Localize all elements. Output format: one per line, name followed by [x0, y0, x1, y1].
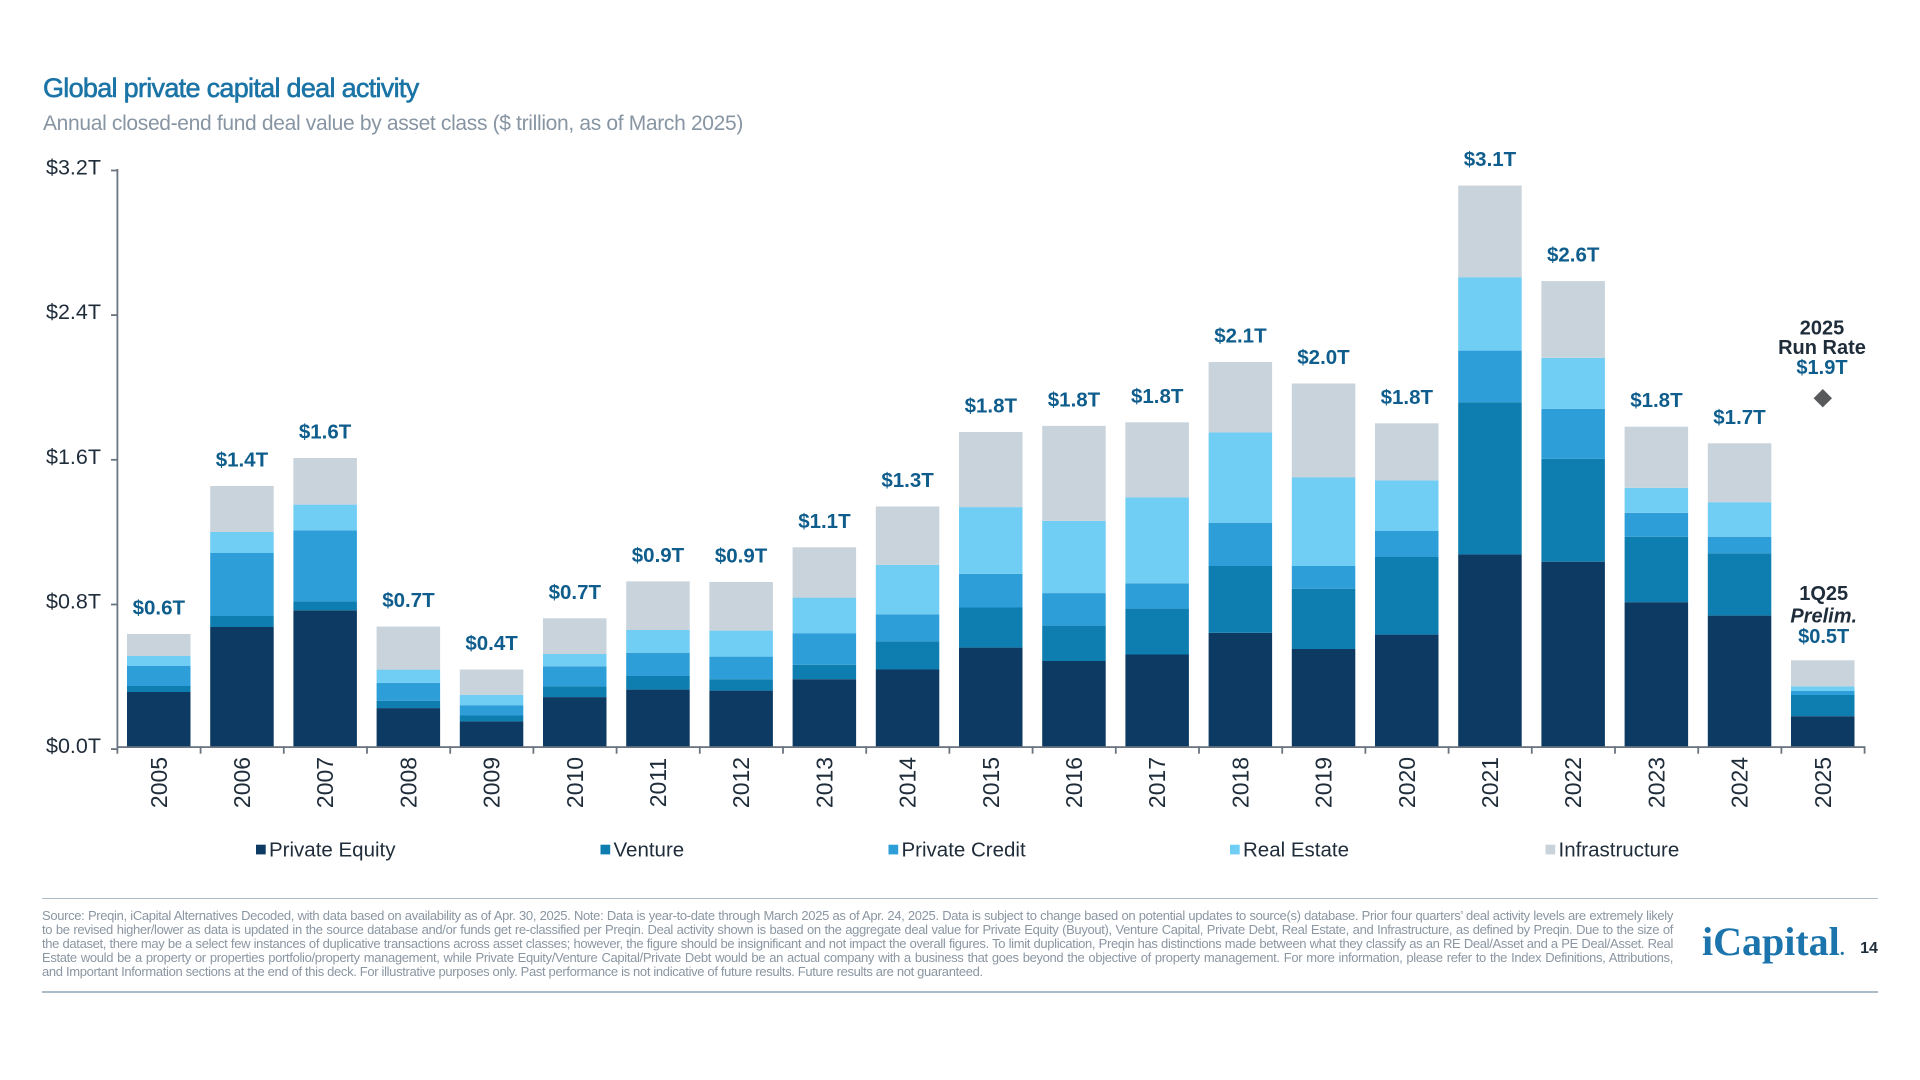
- svg-text:2012: 2012: [728, 757, 754, 808]
- svg-text:2005: 2005: [146, 757, 172, 808]
- svg-text:2025: 2025: [1810, 757, 1836, 808]
- svg-text:2010: 2010: [562, 757, 588, 808]
- svg-text:2008: 2008: [395, 757, 421, 808]
- svg-text:$1.8T: $1.8T: [965, 395, 1018, 418]
- svg-text:$1.1T: $1.1T: [798, 510, 851, 533]
- svg-text:$2.1T: $2.1T: [1214, 325, 1267, 348]
- svg-text:$0.9T: $0.9T: [632, 544, 685, 567]
- svg-text:2015: 2015: [978, 757, 1004, 808]
- svg-text:Infrastructure: Infrastructure: [1559, 839, 1680, 862]
- svg-text:2007: 2007: [312, 757, 338, 808]
- svg-text:2025: 2025: [1800, 318, 1845, 340]
- svg-text:2013: 2013: [811, 757, 837, 808]
- svg-text:2024: 2024: [1727, 757, 1753, 808]
- svg-text:2018: 2018: [1227, 757, 1253, 808]
- svg-text:2021: 2021: [1477, 757, 1503, 808]
- svg-text:2020: 2020: [1394, 757, 1420, 808]
- svg-text:Venture: Venture: [614, 839, 685, 862]
- svg-text:2011: 2011: [645, 758, 671, 807]
- svg-text:$0.9T: $0.9T: [715, 545, 768, 568]
- svg-text:Private Credit: Private Credit: [902, 839, 1026, 862]
- svg-text:Run Rate: Run Rate: [1778, 337, 1866, 359]
- svg-text:2023: 2023: [1643, 757, 1669, 808]
- svg-text:$2.0T: $2.0T: [1297, 346, 1350, 369]
- svg-text:$3.1T: $3.1T: [1464, 148, 1517, 171]
- svg-text:$1.6T: $1.6T: [299, 421, 352, 444]
- svg-text:$0.6T: $0.6T: [133, 597, 186, 620]
- svg-text:2019: 2019: [1311, 757, 1337, 808]
- svg-text:1Q25: 1Q25: [1799, 583, 1848, 605]
- svg-text:$2.6T: $2.6T: [1547, 244, 1600, 267]
- svg-text:$1.8T: $1.8T: [1131, 385, 1184, 408]
- svg-text:$0.7T: $0.7T: [382, 589, 435, 612]
- svg-text:2017: 2017: [1144, 757, 1170, 808]
- svg-text:$0.0T: $0.0T: [46, 734, 101, 758]
- svg-text:$1.6T: $1.6T: [46, 445, 101, 469]
- svg-text:Prelim.: Prelim.: [1790, 605, 1857, 627]
- svg-text:Private Equity: Private Equity: [269, 839, 396, 862]
- svg-text:$1.8T: $1.8T: [1381, 386, 1434, 409]
- svg-text:$1.4T: $1.4T: [216, 449, 269, 472]
- svg-text:$0.8T: $0.8T: [46, 590, 101, 614]
- svg-text:$0.7T: $0.7T: [549, 581, 602, 604]
- svg-text:$0.5T: $0.5T: [1798, 626, 1849, 648]
- svg-text:Real Estate: Real Estate: [1243, 839, 1349, 862]
- svg-text:$1.7T: $1.7T: [1713, 406, 1766, 429]
- svg-text:$1.8T: $1.8T: [1630, 389, 1683, 412]
- svg-text:$1.3T: $1.3T: [881, 469, 934, 492]
- svg-text:$3.2T: $3.2T: [46, 156, 101, 180]
- svg-text:2014: 2014: [895, 757, 921, 808]
- svg-text:2016: 2016: [1061, 757, 1087, 808]
- svg-text:$0.4T: $0.4T: [465, 632, 518, 655]
- svg-text:$2.4T: $2.4T: [46, 300, 101, 324]
- svg-text:2009: 2009: [479, 757, 505, 808]
- svg-text:2022: 2022: [1560, 757, 1586, 808]
- svg-text:$1.8T: $1.8T: [1048, 388, 1101, 411]
- svg-text:$1.9T: $1.9T: [1796, 357, 1847, 379]
- svg-text:2006: 2006: [229, 757, 255, 808]
